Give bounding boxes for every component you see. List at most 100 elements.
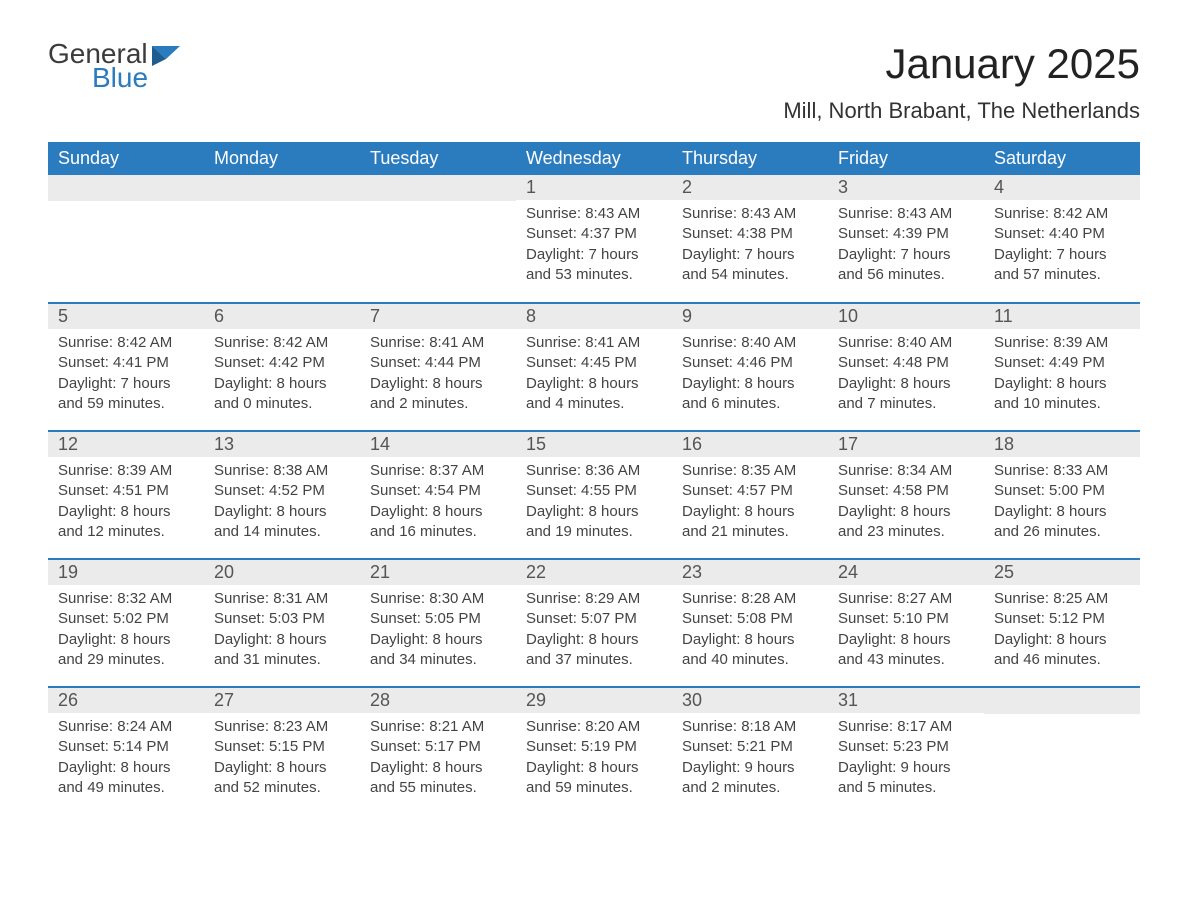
daylight-text-1: Daylight: 8 hours	[214, 758, 350, 778]
day-number: 21	[360, 560, 516, 585]
daylight-text-2: and 14 minutes.	[214, 522, 350, 542]
sunrise-text: Sunrise: 8:41 AM	[526, 333, 662, 353]
sunrise-text: Sunrise: 8:24 AM	[58, 717, 194, 737]
daylight-text-2: and 23 minutes.	[838, 522, 974, 542]
day-number: 12	[48, 432, 204, 457]
day-number: 25	[984, 560, 1140, 585]
day-number: 1	[516, 175, 672, 200]
day-number: 13	[204, 432, 360, 457]
daylight-text-2: and 56 minutes.	[838, 265, 974, 285]
weekday-header: Saturday	[984, 142, 1140, 175]
daylight-text-2: and 34 minutes.	[370, 650, 506, 670]
calendar-day-cell: 27Sunrise: 8:23 AMSunset: 5:15 PMDayligh…	[204, 687, 360, 815]
daylight-text-1: Daylight: 8 hours	[214, 374, 350, 394]
daylight-text-2: and 2 minutes.	[682, 778, 818, 798]
calendar-week-row: 26 Sunrise: 8:24 AMSunset: 5:14 PM Dayligh…	[48, 687, 1140, 815]
day-number: 24	[828, 560, 984, 585]
day-content: Sunrise: 8:17 AMSunset: 5:23 PMDaylight:…	[828, 713, 984, 806]
daylight-text-2: and 7 minutes.	[838, 394, 974, 414]
daylight-text-2: and 57 minutes.	[994, 265, 1130, 285]
sunrise-text: Sunrise: 8:43 AM	[526, 204, 662, 224]
calendar-week-row: 19Sunrise: 8:32 AMSunset: 5:02 PMDayligh…	[48, 559, 1140, 687]
sunset-text: Sunset: 4:48 PM	[838, 353, 974, 373]
calendar-day-cell: 10Sunrise: 8:40 AMSunset: 4:48 PMDayligh…	[828, 303, 984, 431]
sunset-text: Sunset: 4:54 PM	[370, 481, 506, 501]
daylight-text-1: Daylight: 8 hours	[526, 374, 662, 394]
day-number: 10	[828, 304, 984, 329]
sunset-text: Sunset: 5:14 PM	[58, 737, 194, 757]
calendar-day-cell: 3Sunrise: 8:43 AMSunset: 4:39 PMDaylight…	[828, 175, 984, 303]
calendar-day-cell: 2Sunrise: 8:43 AMSunset: 4:38 PMDaylight…	[672, 175, 828, 303]
day-number: 29	[516, 688, 672, 713]
sunrise-text: Sunrise: 8:33 AM	[994, 461, 1130, 481]
day-content: Sunrise: 8:21 AMSunset: 5:17 PMDaylight:…	[360, 713, 516, 806]
daylight-text-2: and 4 minutes.	[526, 394, 662, 414]
calendar-day-cell: 11Sunrise: 8:39 AMSunset: 4:49 PMDayligh…	[984, 303, 1140, 431]
daylight-text-1: Daylight: 8 hours	[838, 630, 974, 650]
daylight-text-1: Daylight: 8 hours	[994, 502, 1130, 522]
daylight-text-1: Daylight: 7 hours	[58, 374, 194, 394]
sunrise-text: Sunrise: 8:37 AM	[370, 461, 506, 481]
sunrise-text: Sunrise: 8:34 AM	[838, 461, 974, 481]
sunset-text: Sunset: 5:19 PM	[526, 737, 662, 757]
calendar-day-cell: 1Sunrise: 8:43 AMSunset: 4:37 PMDaylight…	[516, 175, 672, 303]
day-number	[204, 175, 360, 201]
day-content: Sunrise: 8:29 AMSunset: 5:07 PMDaylight:…	[516, 585, 672, 678]
calendar-day-cell: 21Sunrise: 8:30 AMSunset: 5:05 PMDayligh…	[360, 559, 516, 687]
sunset-text: Sunset: 4:40 PM	[994, 224, 1130, 244]
sunset-text: Sunset: 4:55 PM	[526, 481, 662, 501]
sunrise-text: Sunrise: 8:17 AM	[838, 717, 974, 737]
daylight-text-1: Daylight: 7 hours	[838, 245, 974, 265]
daylight-text-1: Daylight: 7 hours	[682, 245, 818, 265]
sunset-text: Sunset: 4:57 PM	[682, 481, 818, 501]
calendar-day-cell: 26Sunrise: 8:24 AMSunset: 5:14 PMDayligh…	[48, 687, 204, 815]
day-number: 18	[984, 432, 1140, 457]
sunset-text: Sunset: 4:49 PM	[994, 353, 1130, 373]
sunset-text: Sunset: 5:21 PM	[682, 737, 818, 757]
weekday-header: Monday	[204, 142, 360, 175]
day-number: 28	[360, 688, 516, 713]
day-content: Sunrise: 8:31 AMSunset: 5:03 PMDaylight:…	[204, 585, 360, 678]
day-number	[48, 175, 204, 201]
calendar-day-cell	[360, 175, 516, 303]
day-content: Sunrise: 8:32 AMSunset: 5:02 PMDaylight:…	[48, 585, 204, 678]
calendar-day-cell: 17Sunrise: 8:34 AMSunset: 4:58 PMDayligh…	[828, 431, 984, 559]
daylight-text-1: Daylight: 8 hours	[838, 502, 974, 522]
day-content: Sunrise: 8:25 AMSunset: 5:12 PMDaylight:…	[984, 585, 1140, 678]
sunrise-text: Sunrise: 8:23 AM	[214, 717, 350, 737]
daylight-text-1: Daylight: 8 hours	[58, 630, 194, 650]
day-content: Sunrise: 8:42 AMSunset: 4:42 PMDaylight:…	[204, 329, 360, 422]
day-content: Sunrise: 8:28 AMSunset: 5:08 PMDaylight:…	[672, 585, 828, 678]
calendar-day-cell: 31Sunrise: 8:17 AMSunset: 5:23 PMDayligh…	[828, 687, 984, 815]
calendar-day-cell: 9Sunrise: 8:40 AMSunset: 4:46 PMDaylight…	[672, 303, 828, 431]
calendar-week-row: 12Sunrise: 8:39 AMSunset: 4:51 PMDayligh…	[48, 431, 1140, 559]
day-number: 22	[516, 560, 672, 585]
calendar-day-cell: 30Sunrise: 8:18 AMSunset: 5:21 PMDayligh…	[672, 687, 828, 815]
day-content: Sunrise: 8:36 AMSunset: 4:55 PMDaylight:…	[516, 457, 672, 550]
calendar-day-cell: 19Sunrise: 8:32 AMSunset: 5:02 PMDayligh…	[48, 559, 204, 687]
sunset-text: Sunset: 4:42 PM	[214, 353, 350, 373]
sunset-text: Sunset: 5:23 PM	[838, 737, 974, 757]
daylight-text-1: Daylight: 8 hours	[682, 374, 818, 394]
sunrise-text: Sunrise: 8:43 AM	[838, 204, 974, 224]
sunset-text: Sunset: 5:00 PM	[994, 481, 1130, 501]
daylight-text-2: and 55 minutes.	[370, 778, 506, 798]
daylight-text-1: Daylight: 7 hours	[994, 245, 1130, 265]
day-number: 3	[828, 175, 984, 200]
daylight-text-2: and 43 minutes.	[838, 650, 974, 670]
daylight-text-2: and 37 minutes.	[526, 650, 662, 670]
day-content: Sunrise: 8:43 AMSunset: 4:38 PMDaylight:…	[672, 200, 828, 293]
sunset-text: Sunset: 4:45 PM	[526, 353, 662, 373]
calendar-table: SundayMondayTuesdayWednesdayThursdayFrid…	[48, 142, 1140, 815]
daylight-text-1: Daylight: 8 hours	[526, 502, 662, 522]
calendar-day-cell: 6Sunrise: 8:42 AMSunset: 4:42 PMDaylight…	[204, 303, 360, 431]
calendar-week-row: 1Sunrise: 8:43 AMSunset: 4:37 PMDaylight…	[48, 175, 1140, 303]
day-content: Sunrise: 8:39 AMSunset: 4:49 PMDaylight:…	[984, 329, 1140, 422]
daylight-text-1: Daylight: 8 hours	[838, 374, 974, 394]
sunrise-text: Sunrise: 8:39 AM	[58, 461, 194, 481]
day-number: 26	[48, 688, 204, 713]
sunrise-text: Sunrise: 8:42 AM	[58, 333, 194, 353]
day-number: 17	[828, 432, 984, 457]
daylight-text-2: and 54 minutes.	[682, 265, 818, 285]
sunrise-text: Sunrise: 8:30 AM	[370, 589, 506, 609]
